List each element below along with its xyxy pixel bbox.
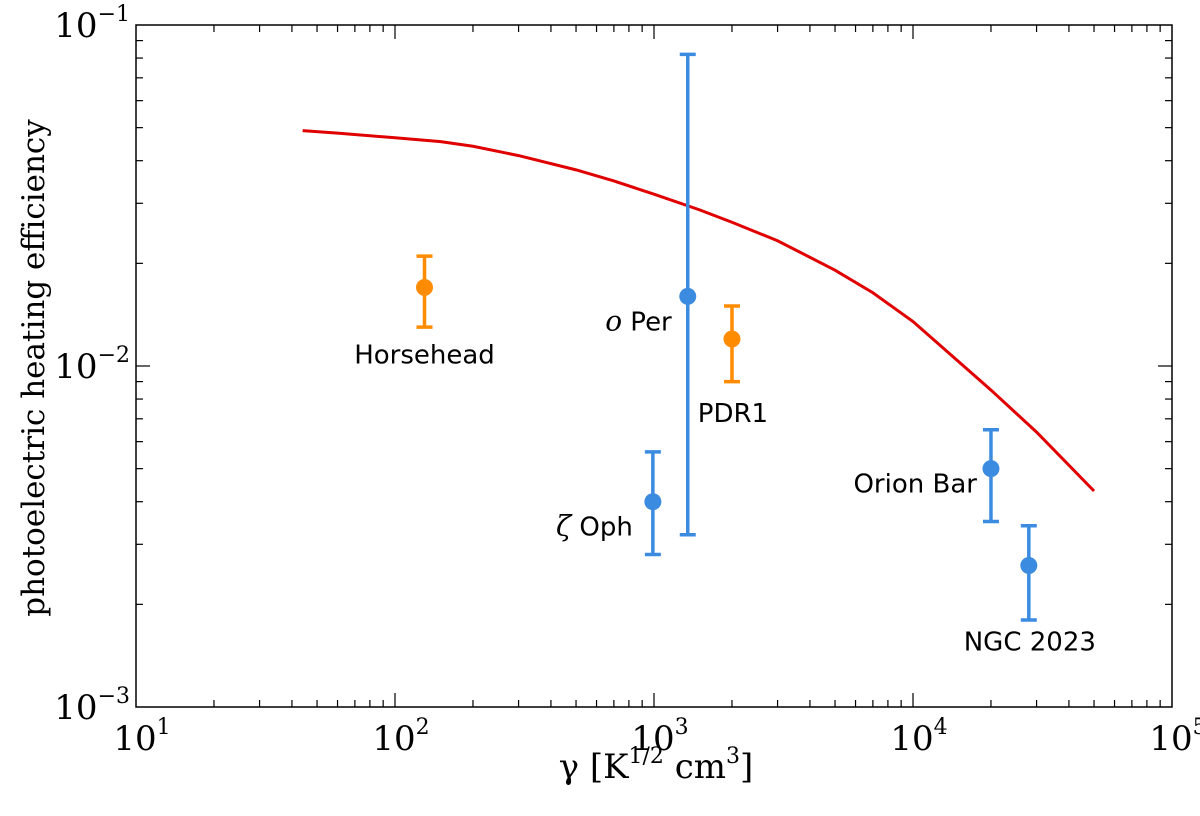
point-label: Horsehead: [354, 340, 495, 370]
y-tick-label: 10−1: [54, 2, 130, 46]
y-tick-label: 10−3: [54, 684, 130, 728]
model-curve: [302, 129, 1096, 493]
x-tick-label: 102: [372, 715, 429, 759]
point-label: PDR1: [698, 399, 768, 429]
x-tick-label: 103: [631, 715, 688, 759]
data-point: [723, 330, 741, 348]
data-point: [679, 287, 697, 305]
point-labels: Horsehead o Per PDR1 ζ Oph Orion Bar NGC 2023: [354, 304, 1096, 657]
point-label: ζ Oph: [556, 510, 633, 543]
y-tick-label: 10−2: [54, 343, 130, 387]
data-point: [416, 278, 434, 296]
plot-frame: [135, 24, 1173, 708]
data-point: [644, 493, 662, 511]
x-tick-label: 101: [113, 715, 170, 759]
x-axis-label: γ [K1/2 cm3]: [559, 744, 754, 787]
point-label: o Per: [605, 304, 672, 337]
tick-labels: 101 102 103 104 105 10−3 10−2 10−1: [54, 2, 1200, 759]
data-point: [1020, 556, 1038, 574]
y-axis-label: photoelectric heating efficiency: [16, 119, 52, 617]
axis-ticks: [136, 25, 1172, 707]
point-label: NGC 2023: [964, 627, 1096, 657]
point-label: Orion Bar: [853, 470, 977, 500]
x-tick-label: 105: [1149, 715, 1200, 759]
data-points: [416, 52, 1038, 622]
x-tick-label: 104: [890, 715, 947, 759]
data-point: [982, 460, 1000, 478]
